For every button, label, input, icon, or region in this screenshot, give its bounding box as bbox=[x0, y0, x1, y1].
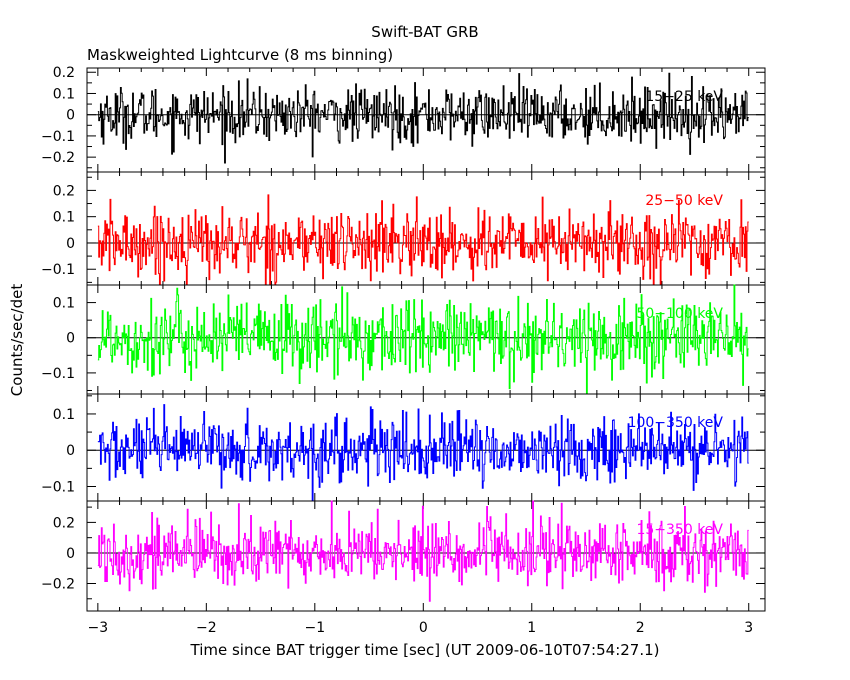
x-tick-labels: −3 −2 −1 0 1 2 3 bbox=[88, 620, 754, 636]
x-tick-label: −3 bbox=[88, 620, 109, 636]
x-tick-label: 2 bbox=[636, 620, 645, 636]
y-tick-label: 0.2 bbox=[53, 65, 75, 81]
x-axis-label: Time since BAT trigger time [sec] (UT 20… bbox=[190, 641, 660, 659]
x-tick-label: 3 bbox=[744, 620, 753, 636]
y-tick-label: −0.1 bbox=[41, 129, 75, 145]
band-label: 15−350 keV bbox=[636, 522, 723, 538]
y-tick-label: −0.2 bbox=[41, 150, 75, 166]
y-tick-label: 0.1 bbox=[53, 210, 75, 226]
series-line bbox=[97, 284, 749, 395]
y-axis-label: Counts/sec/det bbox=[8, 284, 26, 397]
y-tick-label: 0.2 bbox=[53, 183, 75, 199]
band-label: 15−25 keV bbox=[645, 89, 723, 105]
y-tick-label: −0.1 bbox=[41, 262, 75, 278]
y-tick-label: 0.1 bbox=[53, 86, 75, 102]
x-tick-label: −1 bbox=[304, 620, 325, 636]
series-line bbox=[97, 500, 749, 602]
panels-group: 0.2 0.1 0 −0.1 −0.2 15−25 keV 0.2 0.1 0 −0.1 25−50… bbox=[41, 65, 766, 612]
y-tick-label: −0.2 bbox=[41, 577, 75, 593]
chart-subtitle: Maskweighted Lightcurve (8 ms binning) bbox=[87, 46, 393, 64]
y-tick-label: 0 bbox=[66, 331, 75, 347]
band-label: 25−50 keV bbox=[645, 193, 723, 209]
series-line bbox=[97, 72, 749, 164]
y-tick-label: 0 bbox=[66, 236, 75, 252]
series-line bbox=[97, 194, 749, 286]
y-tick-label: −0.1 bbox=[41, 479, 75, 495]
y-tick-label: 0.1 bbox=[53, 296, 75, 312]
x-tick-label: 0 bbox=[419, 620, 428, 636]
band-label: 50−100 keV bbox=[636, 306, 723, 322]
panel-frame bbox=[86, 500, 766, 612]
y-tick-label: 0 bbox=[66, 443, 75, 459]
band-label: 100−350 keV bbox=[628, 415, 724, 431]
y-tick-label: 0.1 bbox=[53, 407, 75, 423]
x-tick-label: −2 bbox=[196, 620, 217, 636]
y-tick-label: −0.1 bbox=[41, 366, 75, 382]
x-tick-label: 1 bbox=[527, 620, 536, 636]
y-tick-label: 0 bbox=[66, 546, 75, 562]
series-line bbox=[97, 404, 749, 502]
chart-title: Swift-BAT GRB bbox=[371, 23, 478, 41]
y-tick-label: 0 bbox=[66, 108, 75, 124]
y-tick-label: 0.2 bbox=[53, 515, 75, 531]
